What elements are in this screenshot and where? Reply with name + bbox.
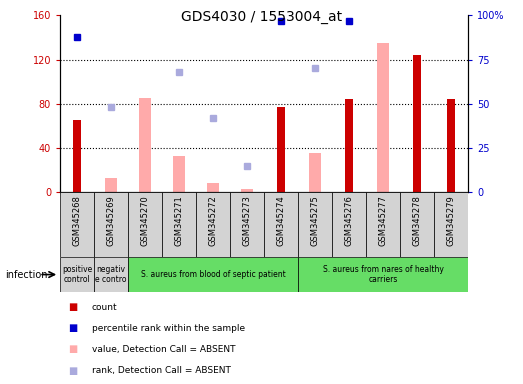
- Text: S. aureus from nares of healthy
carriers: S. aureus from nares of healthy carriers: [323, 265, 444, 284]
- Text: GSM345268: GSM345268: [73, 195, 82, 246]
- Text: GSM345279: GSM345279: [447, 195, 456, 246]
- Text: GSM345273: GSM345273: [243, 195, 252, 246]
- Text: GSM345272: GSM345272: [209, 195, 218, 246]
- Bar: [94, 257, 128, 292]
- Bar: [230, 192, 264, 257]
- Bar: [309, 153, 321, 192]
- Text: GSM345274: GSM345274: [277, 195, 286, 246]
- Text: ■: ■: [69, 344, 78, 354]
- Text: rank, Detection Call = ABSENT: rank, Detection Call = ABSENT: [92, 366, 231, 375]
- Text: negativ
e contro: negativ e contro: [95, 265, 127, 284]
- Bar: [173, 156, 185, 192]
- Text: GSM345277: GSM345277: [379, 195, 388, 246]
- Text: ■: ■: [69, 302, 78, 312]
- Bar: [434, 192, 468, 257]
- Text: ■: ■: [69, 323, 78, 333]
- Text: GSM345278: GSM345278: [413, 195, 422, 246]
- Bar: [60, 192, 94, 257]
- Bar: [277, 107, 286, 192]
- Bar: [105, 178, 117, 192]
- Bar: [73, 120, 82, 192]
- Bar: [207, 183, 219, 192]
- Bar: [413, 55, 422, 192]
- Bar: [332, 192, 366, 257]
- Text: ■: ■: [69, 366, 78, 376]
- Text: count: count: [92, 303, 117, 312]
- Text: percentile rank within the sample: percentile rank within the sample: [92, 324, 245, 333]
- Bar: [264, 192, 298, 257]
- Bar: [162, 192, 196, 257]
- Bar: [400, 192, 434, 257]
- Bar: [345, 99, 354, 192]
- Bar: [60, 257, 94, 292]
- Text: S. aureus from blood of septic patient: S. aureus from blood of septic patient: [141, 270, 286, 279]
- Text: value, Detection Call = ABSENT: value, Detection Call = ABSENT: [92, 345, 235, 354]
- Bar: [128, 257, 298, 292]
- Text: positive
control: positive control: [62, 265, 92, 284]
- Bar: [128, 192, 162, 257]
- Bar: [196, 192, 230, 257]
- Text: GSM345276: GSM345276: [345, 195, 354, 246]
- Text: GSM345275: GSM345275: [311, 195, 320, 246]
- Bar: [447, 99, 456, 192]
- Text: GSM345270: GSM345270: [141, 195, 150, 246]
- Bar: [366, 192, 400, 257]
- Text: GDS4030 / 1553004_at: GDS4030 / 1553004_at: [181, 10, 342, 23]
- Bar: [377, 43, 389, 192]
- Bar: [241, 189, 253, 192]
- Bar: [298, 192, 332, 257]
- Bar: [298, 257, 468, 292]
- Bar: [139, 98, 151, 192]
- Text: infection: infection: [5, 270, 48, 280]
- Bar: [94, 192, 128, 257]
- Text: GSM345271: GSM345271: [175, 195, 184, 246]
- Text: GSM345269: GSM345269: [107, 195, 116, 246]
